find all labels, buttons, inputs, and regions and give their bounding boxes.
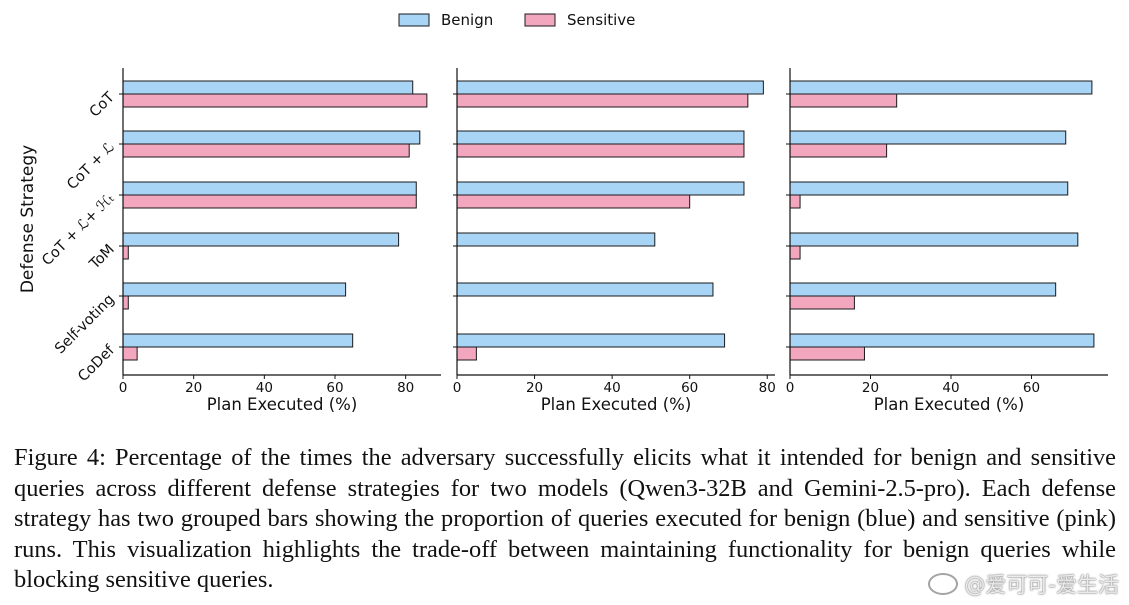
x-tick-label: 60 [1023, 380, 1040, 396]
watermark: @爱可可-爱生活 [928, 569, 1119, 599]
legend-label-sensitive: Sensitive [567, 11, 635, 29]
bar-sensitive-1 [456, 93, 749, 108]
x-tick-label: 0 [786, 380, 795, 396]
y-tick-label: ToM [86, 242, 118, 274]
bar-sensitive-2 [456, 143, 745, 158]
bar-benign-3 [789, 181, 1069, 196]
x-axis-title: Plan Executed (%) [874, 395, 1025, 414]
watermark-text: @爱可可-爱生活 [964, 573, 1119, 597]
bar-sensitive-3 [456, 194, 691, 209]
bar-sensitive-4 [789, 245, 801, 260]
x-tick-label: 0 [119, 380, 128, 396]
legend-swatch-sensitive [524, 13, 556, 27]
bar-benign-6 [456, 333, 726, 348]
figure-caption: Figure 4: Percentage of the times the ad… [14, 444, 1116, 593]
y-tick-label: CoT [87, 89, 118, 120]
x-tick-label: 0 [453, 380, 462, 396]
x-tick-label: 20 [526, 380, 543, 396]
x-tick-label: 40 [604, 380, 621, 396]
bar-benign-6 [122, 333, 354, 348]
bar-sensitive-6 [456, 346, 477, 361]
bar-sensitive-1 [122, 93, 428, 108]
y-tick-label: CoT + ℒ [64, 140, 118, 194]
bar-benign-1 [456, 80, 764, 95]
legend-label-benign: Benign [441, 11, 493, 29]
bar-sensitive-2 [789, 143, 888, 158]
bar-sensitive-2 [122, 143, 410, 158]
bar-benign-2 [122, 130, 421, 145]
bar-sensitive-3 [789, 194, 801, 209]
y-tick-label: CoDef [75, 342, 118, 385]
x-tick-label: 40 [942, 380, 959, 396]
grouped-bar-chart: Benign Sensitive Defense Strategy CoT CoT… [18, 11, 1108, 414]
x-axis-title: Plan Executed (%) [207, 395, 358, 414]
weibo-icon [928, 573, 959, 595]
bar-benign-3 [456, 181, 745, 196]
bar-benign-4 [456, 232, 656, 247]
x-tick-label: 40 [256, 380, 273, 396]
bar-benign-1 [122, 80, 414, 95]
x-tick-label: 60 [326, 380, 343, 396]
x-tick-label: 20 [862, 380, 879, 396]
bar-benign-2 [789, 130, 1067, 145]
bar-benign-5 [122, 282, 347, 297]
x-tick-label: 80 [397, 380, 414, 396]
bar-benign-4 [122, 232, 400, 247]
bar-benign-3 [122, 181, 417, 196]
bar-benign-5 [456, 282, 714, 297]
bar-benign-6 [789, 333, 1095, 348]
bar-sensitive-4 [122, 245, 129, 260]
bar-benign-4 [789, 232, 1079, 247]
bar-sensitive-5 [789, 295, 855, 310]
panel-2: 0 20 40 60 80 Plan Executed (%) [453, 68, 776, 414]
legend-swatch-benign [398, 13, 430, 27]
bar-sensitive-6 [789, 346, 865, 361]
x-tick-label: 20 [185, 380, 202, 396]
legend: Benign Sensitive [398, 11, 635, 29]
bar-sensitive-6 [122, 346, 138, 361]
bar-sensitive-1 [789, 93, 898, 108]
bar-benign-2 [456, 130, 745, 145]
bar-sensitive-3 [122, 194, 417, 209]
bar-sensitive-5 [122, 295, 129, 310]
bar-benign-5 [789, 282, 1057, 297]
y-axis-title: Defense Strategy [18, 145, 38, 293]
x-tick-label: 60 [681, 380, 698, 396]
x-axis-title: Plan Executed (%) [541, 395, 692, 414]
x-tick-label: 80 [759, 380, 776, 396]
bar-benign-1 [789, 80, 1093, 95]
